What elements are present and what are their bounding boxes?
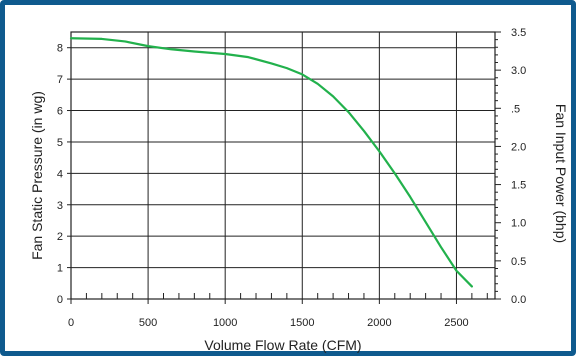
chart-svg: 0 1 2 3 4 5 6 7 8 0.0 0.5 1.0 1.5 2.0 .5 3.0 3.5 0 500 10…	[29, 27, 569, 353]
grid-lines	[71, 32, 495, 299]
x-tick-label: 1500	[290, 317, 314, 329]
x-tick-label: 2000	[367, 317, 391, 329]
x-tick-label: 0	[68, 317, 74, 329]
y2-tick-label: 3.0	[511, 65, 526, 77]
x-tick-label: 500	[139, 317, 157, 329]
y-tick-label: 0	[57, 294, 63, 306]
y-tick-label: 3	[57, 200, 63, 212]
y2-tick-label: 0.0	[511, 294, 526, 306]
y2-axis-title: Fan Input Power (bhp)	[553, 104, 569, 243]
y-tick-label: 7	[57, 74, 63, 86]
x-axis-title: Volume Flow Rate (CFM)	[204, 337, 361, 353]
x-tick-label: 1000	[213, 317, 237, 329]
y-tick-label: 2	[57, 231, 63, 243]
y-tick-label: 8	[57, 43, 63, 55]
y2-tick-label: 1.0	[511, 218, 526, 230]
y2-axis-ticks: 0.0 0.5 1.0 1.5 2.0 .5 3.0 3.5	[495, 27, 526, 306]
y-tick-label: 6	[57, 106, 63, 118]
series-line	[69, 37, 473, 288]
y-axis-ticks: 0 1 2 3 4 5 6 7 8	[57, 43, 71, 306]
y2-tick-label: 3.5	[511, 27, 526, 39]
y2-tick-label: 0.5	[511, 256, 526, 268]
y2-tick-label: 2.0	[511, 141, 526, 153]
y-tick-label: 4	[57, 168, 63, 180]
plot-border	[70, 31, 496, 300]
x-minor-ticks	[85, 293, 488, 299]
x-axis-ticks: 0 500 1000 1500 2000 2500	[68, 299, 469, 329]
x-tick-label: 2500	[444, 317, 468, 329]
y-tick-label: 1	[57, 263, 63, 275]
y-tick-label: 5	[57, 137, 63, 149]
y2-tick-label: .5	[511, 103, 520, 115]
y-axis-title: Fan Static Pressure (in wg)	[29, 91, 45, 260]
y2-tick-label: 1.5	[511, 180, 526, 192]
